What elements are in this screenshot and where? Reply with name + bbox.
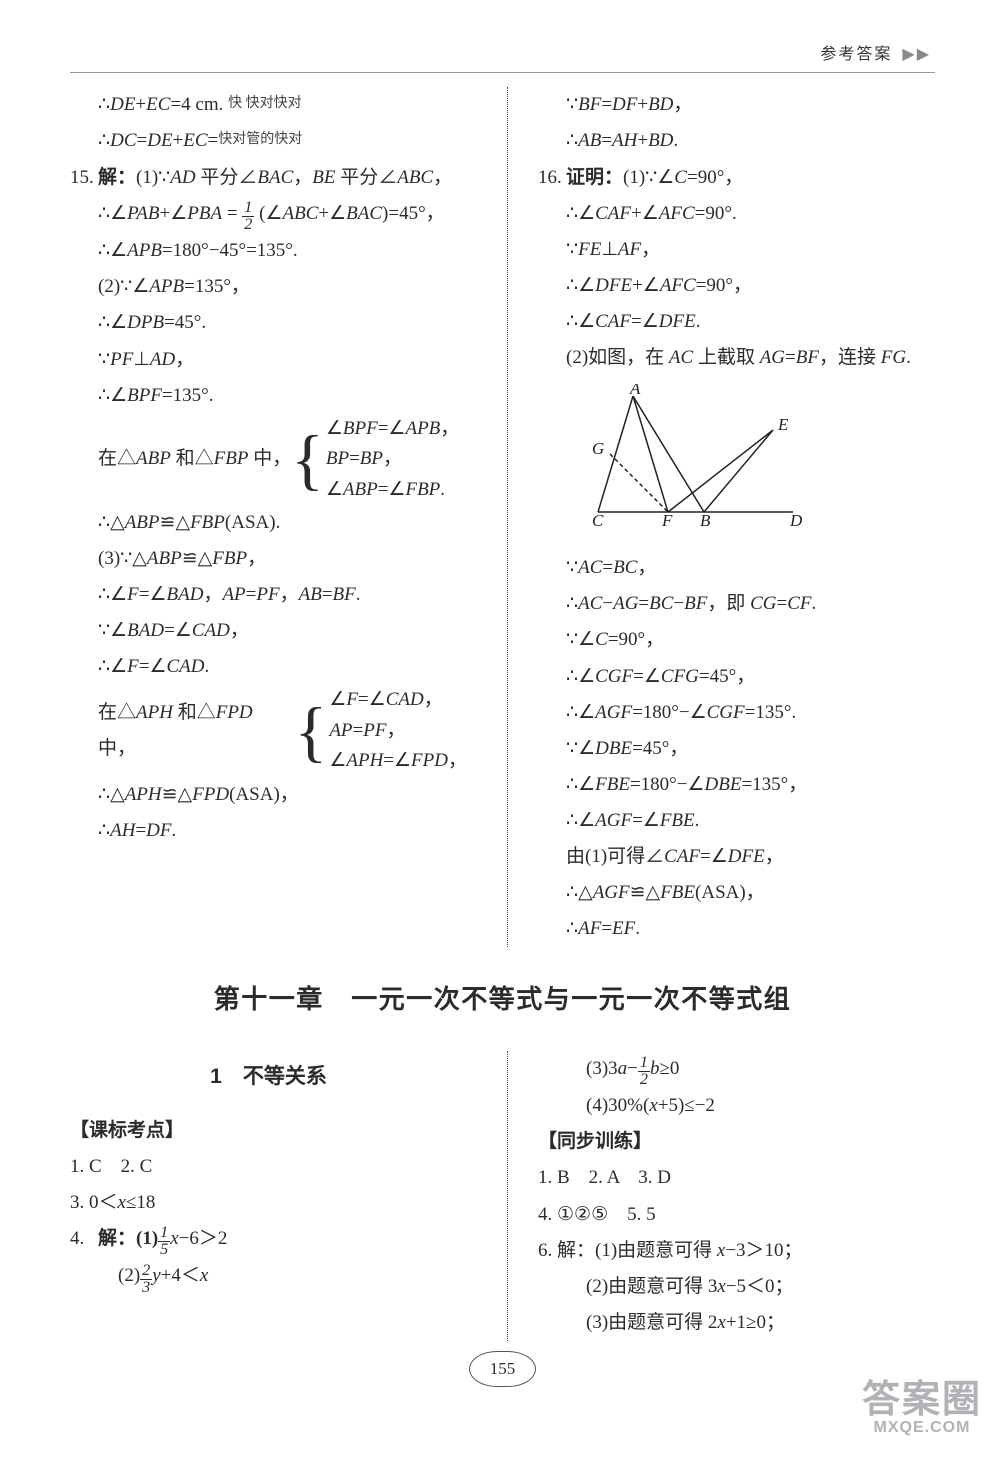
scribble-2: 快对管的快对 <box>218 133 302 147</box>
fig-lbl-A: A <box>629 384 641 398</box>
col-bottom-left: 1 不等关系 【课标考点】 1. C 2. C 3. 0＜x≤18 4.解：(1… <box>70 1051 467 1341</box>
line-bl-4b: y+4＜x <box>152 1265 208 1286</box>
header-title: 参考答案 <box>820 46 892 63</box>
sect-kebiao: 【课标考点】 <box>70 1113 467 1149</box>
line-l-11: (3)∵△ABP≌△FBP， <box>70 541 467 577</box>
line-l-15: ∴△APH≌△FPD(ASA)， <box>70 777 467 813</box>
frac-12: 12 <box>638 1055 650 1088</box>
line-r-8: (2)如图，在 AC 上截取 AG=BF，连接 FG. <box>538 340 935 376</box>
q4-label: 4. <box>70 1221 98 1257</box>
line-l-12: ∴∠F=∠BAD，AP=PF，AB=BF. <box>70 577 467 613</box>
line-br-6: (2)由题意可得 3x−5＜0； <box>538 1269 935 1305</box>
frac-23: 23 <box>140 1263 152 1296</box>
line-r-11: ∵∠C=90°， <box>538 622 935 658</box>
line-r-7: ∴∠CAF=∠DFE. <box>538 304 935 340</box>
line-l-1: ∴DE+EC=4 cm. <box>98 94 223 115</box>
line-r-18: ∴△AGF≌△FBE(ASA)， <box>538 875 935 911</box>
line-r-10: ∴AC−AG=BC−BF，即 CG=CF. <box>538 586 935 622</box>
line-l-10: ∴△ABP≌△FBP(ASA). <box>70 505 467 541</box>
line-r-5: ∵FE⊥AF， <box>538 232 935 268</box>
brace-icon: { <box>295 685 330 776</box>
cases-2: 在△APH 和△FPD 中， { ∠F=∠CAD， AP=PF， ∠APH=∠F… <box>70 685 467 776</box>
frac-half: 12 <box>242 200 254 233</box>
page-number: 155 <box>70 1351 935 1387</box>
fig-lbl-C: C <box>592 511 604 529</box>
cases2-1: ∠F=∠CAD， <box>329 685 467 715</box>
figure-q16: A G C F B D E <box>568 384 935 542</box>
line-l-9: ∴∠BPF=135°. <box>70 378 467 414</box>
line-l-6: (2)∵∠APB=135°， <box>70 269 467 305</box>
line-br-4: 4. ①②⑤ 5. 5 <box>538 1197 935 1233</box>
cases1-1: ∠BPF=∠APB， <box>326 414 459 444</box>
line-br-3: 1. B 2. A 3. D <box>538 1160 935 1196</box>
line-bl-3a: 解：(1) <box>98 1228 158 1249</box>
fig-lbl-D: D <box>789 511 803 529</box>
line-l-7: ∴∠DPB=45°. <box>70 305 467 341</box>
page-header: 参考答案 ▶▶ <box>70 40 935 73</box>
fig-lbl-F: F <box>661 511 673 529</box>
sect-tongbu: 【同步训练】 <box>538 1124 935 1160</box>
fig-lbl-G: G <box>592 439 604 458</box>
line-br-2: (4)30%(x+5)≤−2 <box>538 1088 935 1124</box>
line-r-12: ∴∠CGF=∠CFG=45°， <box>538 659 935 695</box>
page-number-value: 155 <box>469 1351 537 1387</box>
line-r-13: ∴∠AGF=180°−∠CGF=135°. <box>538 695 935 731</box>
line-r-16: ∴∠AGF=∠FBE. <box>538 803 935 839</box>
cases2-2: AP=PF， <box>329 716 467 746</box>
scribble: 快 快对快对 <box>228 97 302 111</box>
line-bl-1: 1. C 2. C <box>70 1149 467 1185</box>
fig-lbl-B: B <box>700 511 711 529</box>
line-br-1b: b≥0 <box>650 1058 679 1079</box>
chapter-title: 第十一章 一元一次不等式与一元一次不等式组 <box>70 975 935 1024</box>
cases-1: 在△ABP 和△FBP 中， { ∠BPF=∠APB， BP=BP， ∠ABP=… <box>70 414 467 505</box>
fig-lbl-E: E <box>777 415 789 434</box>
line-l-5: ∴∠APB=180°−45°=135°. <box>70 233 467 269</box>
col-left: ∴DE+EC=4 cm. 快 快对快对 ∴DC=DE+EC=快对管的快对 15.… <box>70 87 467 947</box>
line-r-14: ∵∠DBE=45°， <box>538 731 935 767</box>
header-arrows: ▶▶ <box>902 46 931 63</box>
frac-15: 15 <box>158 1225 170 1258</box>
line-l-13: ∵∠BAD=∠CAD， <box>70 613 467 649</box>
line-l-2: ∴DC=DE+EC= <box>98 130 218 151</box>
line-br-7: (3)由题意可得 2x+1≥0； <box>538 1305 935 1341</box>
geometry-diagram: A G C F B D E <box>568 384 818 529</box>
line-r-3: (1)∵∠C=90°， <box>623 167 743 188</box>
line-r-15: ∴∠FBE=180°−∠DBE=135°， <box>538 767 935 803</box>
line-r-9: ∵AC=BC， <box>538 550 935 586</box>
lower-columns: 1 不等关系 【课标考点】 1. C 2. C 3. 0＜x≤18 4.解：(1… <box>70 1051 935 1341</box>
line-r-4: ∴∠CAF+∠AFC=90°. <box>538 196 935 232</box>
cases2-3: ∠APH=∠FPD， <box>329 746 467 776</box>
cases2-lead: 在△APH 和△FPD 中， <box>98 695 295 767</box>
cases1-3: ∠ABP=∠FBP. <box>326 475 459 505</box>
q15-label: 15. <box>70 160 98 196</box>
line-l-14: ∴∠F=∠CAD. <box>70 649 467 685</box>
q16-label: 16. <box>538 160 566 196</box>
line-r-19: ∴AF=EF. <box>538 911 935 947</box>
line-bl-3b: x−6＞2 <box>170 1228 227 1249</box>
line-l-3: (1)∵AD 平分∠BAC，BE 平分∠ABC， <box>136 167 452 188</box>
section-title: 1 不等关系 <box>70 1057 467 1097</box>
line-br-1a: (3)3a− <box>586 1058 638 1079</box>
cases1-lead: 在△ABP 和△FBP 中， <box>98 441 291 477</box>
line-r-1: ∵BF=DF+BD， <box>538 87 935 123</box>
line-r-2: ∴AB=AH+BD. <box>538 123 935 159</box>
col-right: ∵BF=DF+BD， ∴AB=AH+BD. 16.证明：(1)∵∠C=90°， … <box>507 87 935 947</box>
line-l-16: ∴AH=DF. <box>70 813 467 849</box>
line-r-17: 由(1)可得∠CAF=∠DFE， <box>538 839 935 875</box>
line-l-4a: ∴∠PAB+∠PBA = <box>98 203 242 224</box>
col-bottom-right: (3)3a−12b≥0 (4)30%(x+5)≤−2 【同步训练】 1. B 2… <box>507 1051 935 1341</box>
line-br-5: 6. 解：(1)由题意可得 x−3＞10； <box>538 1233 935 1269</box>
line-r-6: ∴∠DFE+∠AFC=90°， <box>538 268 935 304</box>
cases1-2: BP=BP， <box>326 444 459 474</box>
line-l-8: ∵PF⊥AD， <box>70 342 467 378</box>
line-l-4b: (∠ABC+∠BAC)=45°， <box>254 203 444 224</box>
upper-columns: ∴DE+EC=4 cm. 快 快对快对 ∴DC=DE+EC=快对管的快对 15.… <box>70 87 935 947</box>
brace-icon: { <box>291 414 326 505</box>
line-bl-4a: (2) <box>118 1265 140 1286</box>
line-bl-2: 3. 0＜x≤18 <box>70 1185 467 1221</box>
